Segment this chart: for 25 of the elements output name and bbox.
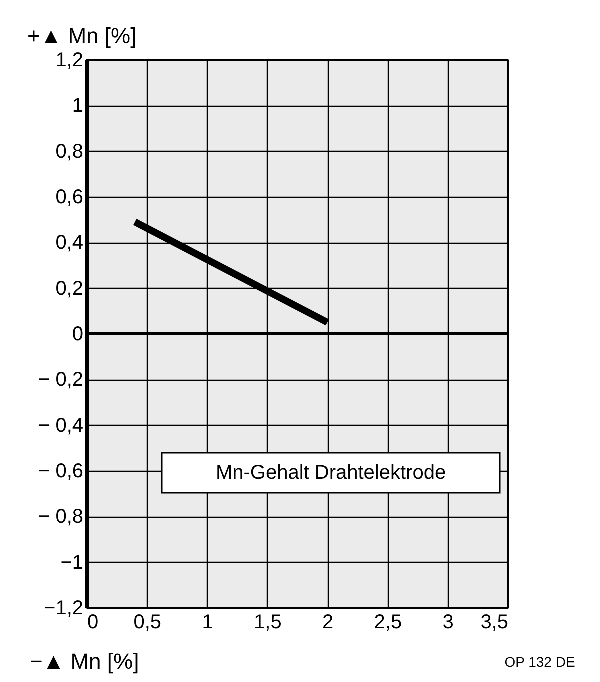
y-tick-label: 0,8 (56, 140, 84, 163)
x-tick-label: 1,5 (254, 612, 282, 634)
y-tick-label: 0 (72, 324, 84, 346)
y-tick-label: − 0,8 (38, 506, 84, 528)
text: OP 132 DE (504, 654, 576, 670)
y-tick-label: −1 (60, 552, 84, 574)
x-tick-label: 3,5 (480, 612, 508, 634)
x-axis-title: Mn-Gehalt Drahtelektrode (216, 462, 446, 484)
y-tick-label: 1 (72, 95, 84, 118)
x-tick-label: 0 (88, 612, 99, 634)
y-tick-label: 0,4 (56, 232, 84, 254)
y-tick-label: 0,6 (56, 186, 84, 208)
y-tick-label: −1,2 (44, 598, 84, 620)
x-tick-label: 2 (322, 612, 334, 634)
text: −▲ Mn [%] (30, 649, 140, 674)
x-tick-label: 3 (442, 612, 454, 634)
y-tick-label: − 0,4 (38, 414, 84, 437)
y-tick-label: − 0,6 (38, 460, 84, 482)
x-tick-label: 0,5 (134, 612, 162, 634)
y-tick-label: 1,2 (56, 50, 84, 72)
y-tick-label: 0,2 (56, 278, 84, 300)
y-axis-title: +▲ Mn [%] (28, 24, 137, 48)
x-tick-label: 2,5 (374, 612, 402, 634)
x-tick-label: 1 (202, 612, 214, 634)
y-tick-label: − 0,2 (38, 369, 84, 392)
